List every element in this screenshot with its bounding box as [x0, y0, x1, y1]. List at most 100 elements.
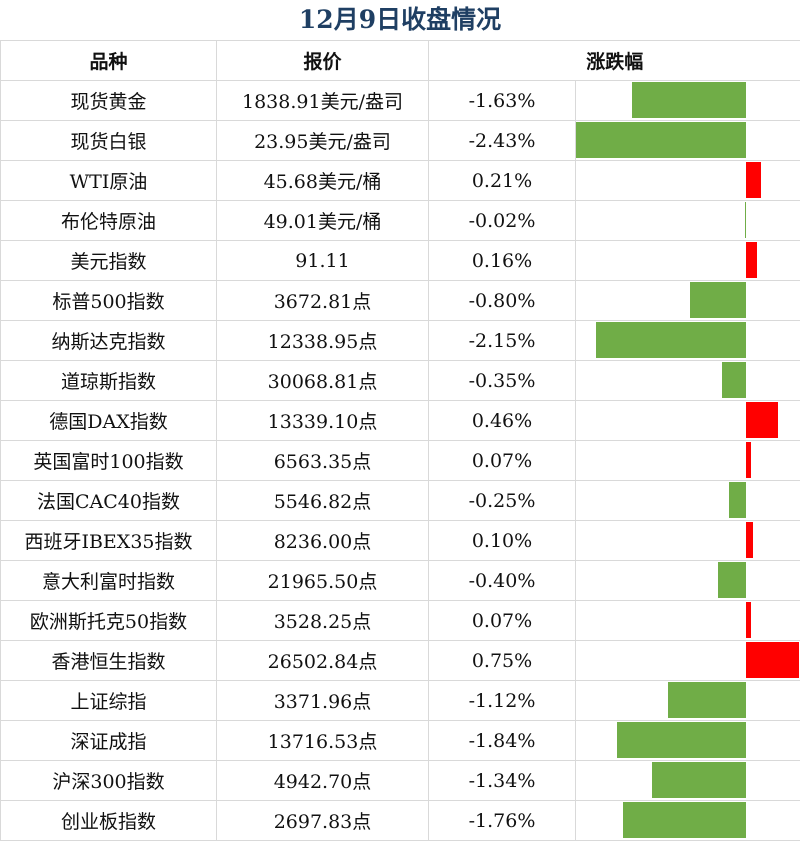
page-title: 12月9日收盘情况: [298, 5, 502, 34]
quotes-table: 品种 报价 涨跌幅 现货黄金 1838.91美元/盎司 -1.63% 现货白银 23.9…: [0, 40, 800, 841]
table-row: 德国DAX指数 13339.10点 0.46%: [0, 400, 800, 441]
cell-price: 2697.83点: [216, 800, 429, 841]
change-bar: [667, 682, 746, 718]
change-bar: [690, 282, 746, 318]
cell-change: -0.80%: [428, 280, 576, 321]
table-row: WTI原油 45.68美元/桶 0.21%: [0, 160, 800, 201]
cell-price: 13716.53点: [216, 720, 429, 761]
table-row: 意大利富时指数 21965.50点 -0.40%: [0, 560, 800, 601]
change-bar: [595, 322, 746, 358]
cell-change: 0.07%: [428, 600, 576, 641]
cell-name: 欧洲斯托克50指数: [0, 600, 217, 641]
cell-change: 0.21%: [428, 160, 576, 201]
cell-price: 26502.84点: [216, 640, 429, 681]
change-bar: [652, 762, 746, 798]
cell-name: 法国CAC40指数: [0, 480, 217, 521]
change-bar: [746, 602, 751, 638]
cell-change: 0.75%: [428, 640, 576, 681]
table-row: 布伦特原油 49.01美元/桶 -0.02%: [0, 200, 800, 241]
cell-bar: [574, 680, 800, 721]
cell-price: 49.01美元/桶: [216, 200, 429, 241]
cell-name: 道琼斯指数: [0, 360, 217, 401]
cell-name: 纳斯达克指数: [0, 320, 217, 361]
cell-change: 0.46%: [428, 400, 576, 441]
cell-bar: [574, 600, 800, 641]
cell-bar: [574, 440, 800, 481]
change-bar: [746, 162, 761, 198]
cell-name: 香港恒生指数: [0, 640, 217, 681]
cell-name: 上证综指: [0, 680, 217, 721]
cell-name: 标普500指数: [0, 280, 217, 321]
change-bar: [631, 82, 746, 118]
cell-name: WTI原油: [0, 160, 217, 201]
change-bar: [576, 122, 746, 158]
cell-change: -0.25%: [428, 480, 576, 521]
cell-bar: [574, 120, 800, 161]
cell-price: 8236.00点: [216, 520, 429, 561]
cell-name: 西班牙IBEX35指数: [0, 520, 217, 561]
cell-price: 23.95美元/盎司: [216, 120, 429, 161]
cell-name: 深证成指: [0, 720, 217, 761]
cell-price: 30068.81点: [216, 360, 429, 401]
table-row: 美元指数 91.11 0.16%: [0, 240, 800, 281]
table-row: 标普500指数 3672.81点 -0.80%: [0, 280, 800, 321]
cell-price: 21965.50点: [216, 560, 429, 601]
cell-name: 布伦特原油: [0, 200, 217, 241]
cell-name: 创业板指数: [0, 800, 217, 841]
cell-price: 4942.70点: [216, 760, 429, 801]
cell-change: 0.10%: [428, 520, 576, 561]
change-bar: [728, 482, 746, 518]
cell-name: 英国富时100指数: [0, 440, 217, 481]
cell-change: 0.07%: [428, 440, 576, 481]
change-bar: [622, 802, 746, 838]
cell-change: -1.63%: [428, 80, 576, 121]
cell-change: -2.15%: [428, 320, 576, 361]
cell-bar: [574, 760, 800, 801]
cell-price: 5546.82点: [216, 480, 429, 521]
cell-name: 德国DAX指数: [0, 400, 217, 441]
cell-name: 现货黄金: [0, 80, 217, 121]
change-bar: [718, 562, 746, 598]
cell-name: 意大利富时指数: [0, 560, 217, 601]
cell-bar: [574, 160, 800, 201]
cell-bar: [574, 320, 800, 361]
cell-price: 3371.96点: [216, 680, 429, 721]
table-row: 英国富时100指数 6563.35点 0.07%: [0, 440, 800, 481]
cell-price: 1838.91美元/盎司: [216, 80, 429, 121]
header-row: 品种 报价 涨跌幅: [0, 40, 800, 81]
cell-bar: [574, 400, 800, 441]
table-row: 沪深300指数 4942.70点 -1.34%: [0, 760, 800, 801]
cell-name: 现货白银: [0, 120, 217, 161]
header-change: 涨跌幅: [427, 40, 800, 81]
cell-change: -1.76%: [428, 800, 576, 841]
cell-change: -2.43%: [428, 120, 576, 161]
change-bar: [746, 242, 758, 278]
cell-bar: [574, 480, 800, 521]
change-bar: [744, 202, 747, 238]
table-row: 上证综指 3371.96点 -1.12%: [0, 680, 800, 721]
cell-price: 45.68美元/桶: [216, 160, 429, 201]
table-row: 法国CAC40指数 5546.82点 -0.25%: [0, 480, 800, 521]
table-row: 现货白银 23.95美元/盎司 -2.43%: [0, 120, 800, 161]
header-name: 品种: [0, 40, 217, 81]
cell-name: 沪深300指数: [0, 760, 217, 801]
table-row: 深证成指 13716.53点 -1.84%: [0, 720, 800, 761]
cell-price: 12338.95点: [216, 320, 429, 361]
cell-price: 6563.35点: [216, 440, 429, 481]
table-row: 道琼斯指数 30068.81点 -0.35%: [0, 360, 800, 401]
table-row: 欧洲斯托克50指数 3528.25点 0.07%: [0, 600, 800, 641]
cell-bar: [574, 520, 800, 561]
cell-bar: [574, 360, 800, 401]
cell-change: -0.35%: [428, 360, 576, 401]
cell-bar: [574, 200, 800, 241]
cell-change: -1.84%: [428, 720, 576, 761]
change-bar: [746, 402, 779, 438]
cell-change: -0.40%: [428, 560, 576, 601]
cell-price: 3672.81点: [216, 280, 429, 321]
cell-bar: [574, 280, 800, 321]
table-row: 西班牙IBEX35指数 8236.00点 0.10%: [0, 520, 800, 561]
table-row: 纳斯达克指数 12338.95点 -2.15%: [0, 320, 800, 361]
table-row: 创业板指数 2697.83点 -1.76%: [0, 800, 800, 841]
table-row: 香港恒生指数 26502.84点 0.75%: [0, 640, 800, 681]
change-bar: [746, 642, 799, 678]
